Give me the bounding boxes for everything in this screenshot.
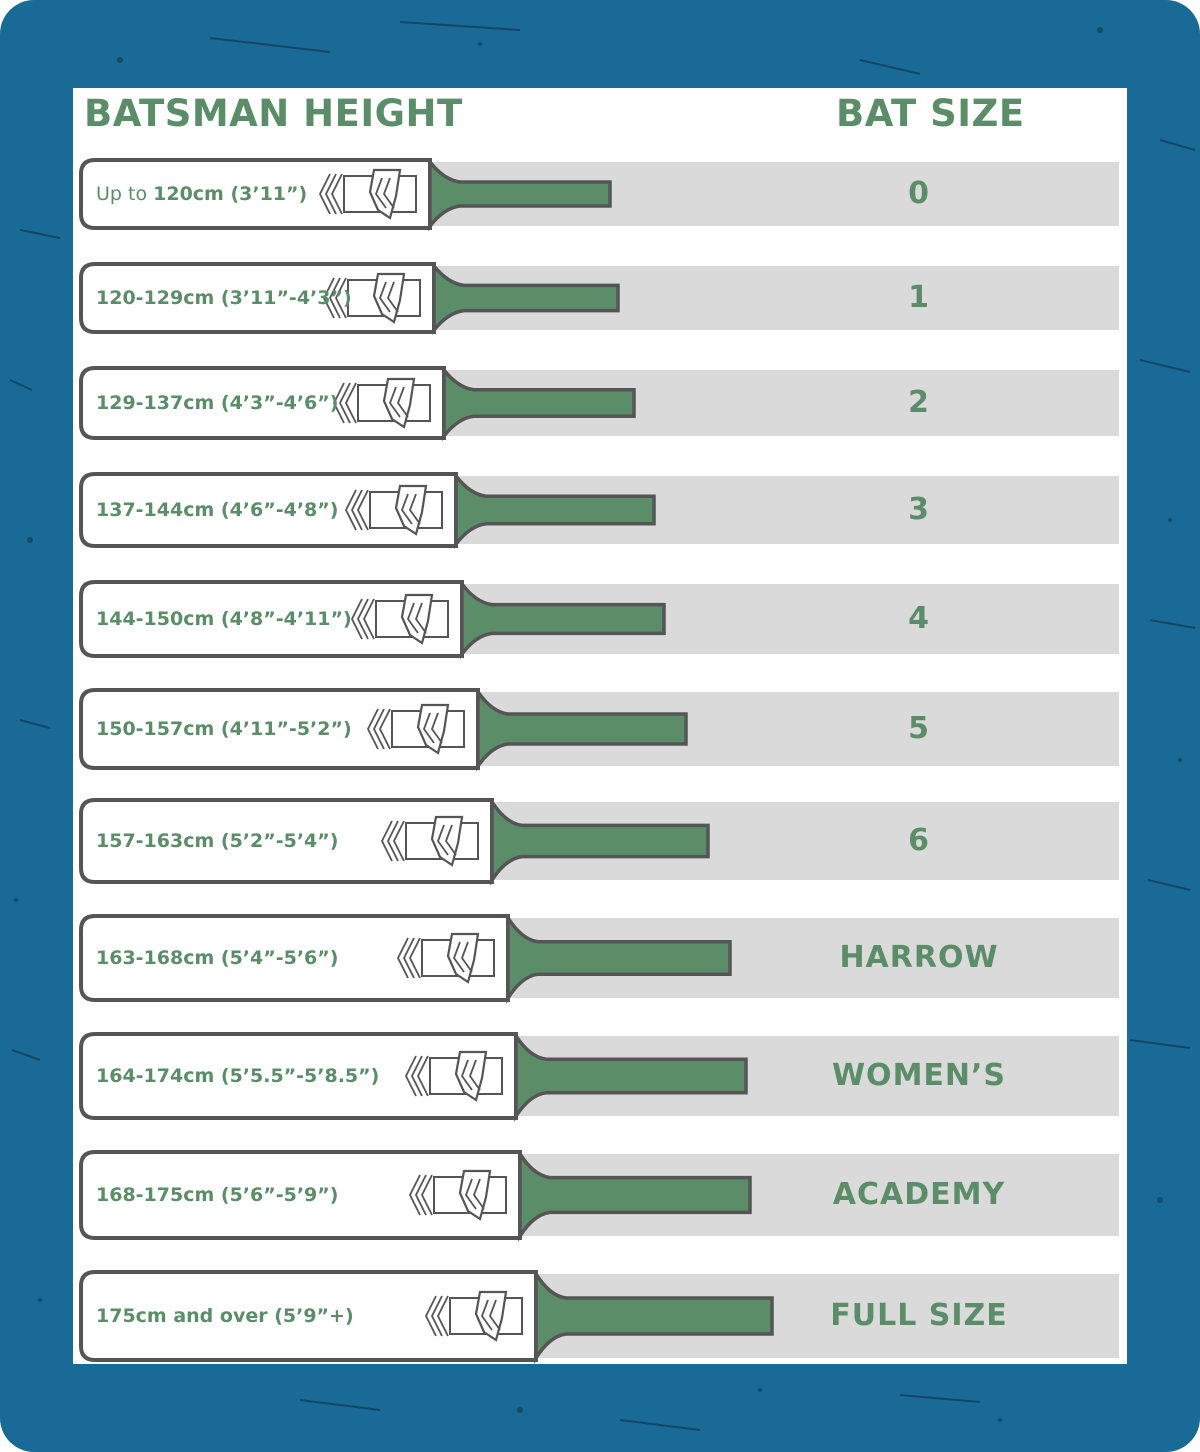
cricket-bat-icon bbox=[79, 798, 710, 886]
cricket-bat-icon bbox=[79, 1270, 774, 1365]
bat-size-label: 4 bbox=[908, 601, 930, 636]
height-value: 137-144cm (4’6”-4’8”) bbox=[96, 499, 339, 521]
cricket-bat-icon bbox=[79, 366, 636, 442]
height-value: 163-168cm (5’4”-5’6”) bbox=[96, 947, 339, 969]
height-value: 157-163cm (5’2”-5’4”) bbox=[96, 830, 339, 852]
height-value: 150-157cm (4’11”-5’2”) bbox=[96, 718, 352, 740]
brand-logo-icon bbox=[332, 377, 431, 429]
bat-size-label: 2 bbox=[908, 385, 930, 420]
batsman-height-label: 168-175cm (5’6”-5’9”) bbox=[96, 1184, 338, 1206]
batsman-height-label: 157-163cm (5’2”-5’4”) bbox=[96, 830, 338, 852]
cricket-bat-icon bbox=[79, 472, 656, 550]
batsman-height-header: BATSMAN HEIGHT bbox=[84, 92, 463, 135]
bat-size-label: FULL SIZE bbox=[830, 1298, 1008, 1333]
height-value: 168-175cm (5’6”-5’9”) bbox=[96, 1184, 339, 1206]
brand-logo-icon bbox=[396, 932, 495, 984]
brand-logo-icon bbox=[404, 1050, 503, 1102]
cricket-bat-icon bbox=[79, 158, 612, 232]
bat-size-label: 0 bbox=[908, 176, 930, 211]
bat-size-label: ACADEMY bbox=[832, 1177, 1006, 1212]
bat-size-label: HARROW bbox=[839, 940, 999, 975]
bat-size-label: 1 bbox=[908, 280, 930, 315]
brand-logo-icon bbox=[318, 168, 417, 220]
cricket-bat-icon bbox=[79, 1032, 748, 1122]
brand-logo-icon bbox=[380, 815, 479, 867]
batsman-height-label: 120-129cm (3’11”-4’3”) bbox=[96, 287, 352, 309]
batsman-height-label: 129-137cm (4’3”-4’6”) bbox=[96, 392, 338, 414]
batsman-height-label: 144-150cm (4’8”-4’11”) bbox=[96, 608, 352, 630]
brand-logo-icon bbox=[344, 484, 443, 536]
height-value: 120-129cm (3’11”-4’3”) bbox=[96, 287, 352, 309]
cricket-bat-icon bbox=[79, 914, 732, 1004]
brand-logo-icon bbox=[424, 1290, 523, 1342]
bat-size-label: 6 bbox=[908, 823, 930, 858]
cricket-bat-icon bbox=[79, 688, 688, 772]
cricket-bat-icon bbox=[79, 1150, 752, 1242]
batsman-height-label: 137-144cm (4’6”-4’8”) bbox=[96, 499, 338, 521]
batsman-height-label: 175cm and over (5’9”+) bbox=[96, 1305, 354, 1327]
bat-size-label: WOMEN’S bbox=[831, 1058, 1007, 1093]
height-prefix: Up to bbox=[96, 183, 154, 205]
bat-size-label: 3 bbox=[908, 492, 930, 527]
height-value: 164-174cm (5’5.5”-5’8.5”) bbox=[96, 1065, 380, 1087]
batsman-height-label: Up to 120cm (3’11”) bbox=[96, 183, 307, 205]
batsman-height-label: 150-157cm (4’11”-5’2”) bbox=[96, 718, 352, 740]
brand-logo-icon bbox=[322, 272, 421, 324]
height-value: 120cm (3’11”) bbox=[153, 183, 308, 205]
bat-size-header: BAT SIZE bbox=[836, 92, 1025, 135]
batsman-height-label: 164-174cm (5’5.5”-5’8.5”) bbox=[96, 1065, 379, 1087]
brand-logo-icon bbox=[408, 1169, 507, 1221]
height-value: 175cm and over (5’9”+) bbox=[96, 1305, 354, 1327]
brand-logo-icon bbox=[350, 593, 449, 645]
brand-logo-icon bbox=[366, 703, 465, 755]
height-value: 129-137cm (4’3”-4’6”) bbox=[96, 392, 339, 414]
height-value: 144-150cm (4’8”-4’11”) bbox=[96, 608, 352, 630]
batsman-height-label: 163-168cm (5’4”-5’6”) bbox=[96, 947, 338, 969]
cricket-bat-icon bbox=[79, 262, 620, 335]
bat-size-label: 5 bbox=[908, 711, 930, 746]
cricket-bat-icon bbox=[79, 580, 666, 660]
